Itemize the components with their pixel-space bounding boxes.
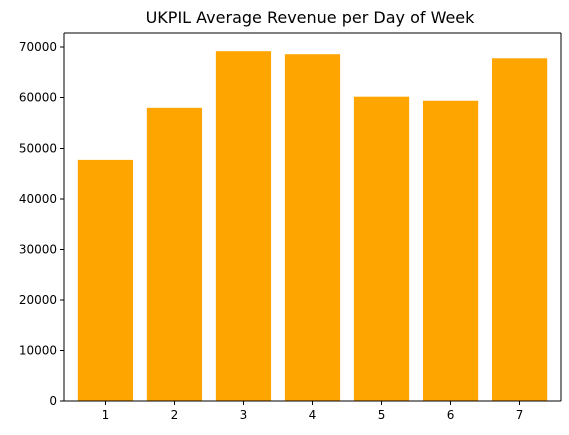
x-tick-label: 1	[102, 408, 110, 422]
y-tick-label: 20000	[19, 293, 57, 307]
bar-2	[147, 108, 202, 401]
x-tick-label: 7	[516, 408, 524, 422]
y-tick-label: 50000	[19, 141, 57, 155]
y-tick-label: 40000	[19, 192, 57, 206]
y-tick-label: 10000	[19, 343, 57, 357]
bar-7	[492, 58, 547, 401]
bar-4	[285, 54, 340, 401]
x-tick-label: 6	[447, 408, 455, 422]
y-tick-label: 30000	[19, 242, 57, 256]
bar-3	[216, 51, 271, 401]
y-tick-label: 70000	[19, 40, 57, 54]
chart-title: UKPIL Average Revenue per Day of Week	[146, 8, 476, 27]
x-tick-label: 2	[171, 408, 179, 422]
plot-area: 1 2 3 4 5 6 7 0 10000 20000 30000 40000 50000 60000 70…	[19, 33, 561, 422]
y-tick-label: 0	[49, 394, 57, 408]
bar-5	[354, 97, 409, 401]
x-tick-label: 5	[378, 408, 386, 422]
y-tick-label: 60000	[19, 91, 57, 105]
x-tick-label: 4	[309, 408, 317, 422]
bar-6	[423, 101, 478, 401]
x-tick-label: 3	[240, 408, 248, 422]
bar-1	[78, 160, 133, 401]
